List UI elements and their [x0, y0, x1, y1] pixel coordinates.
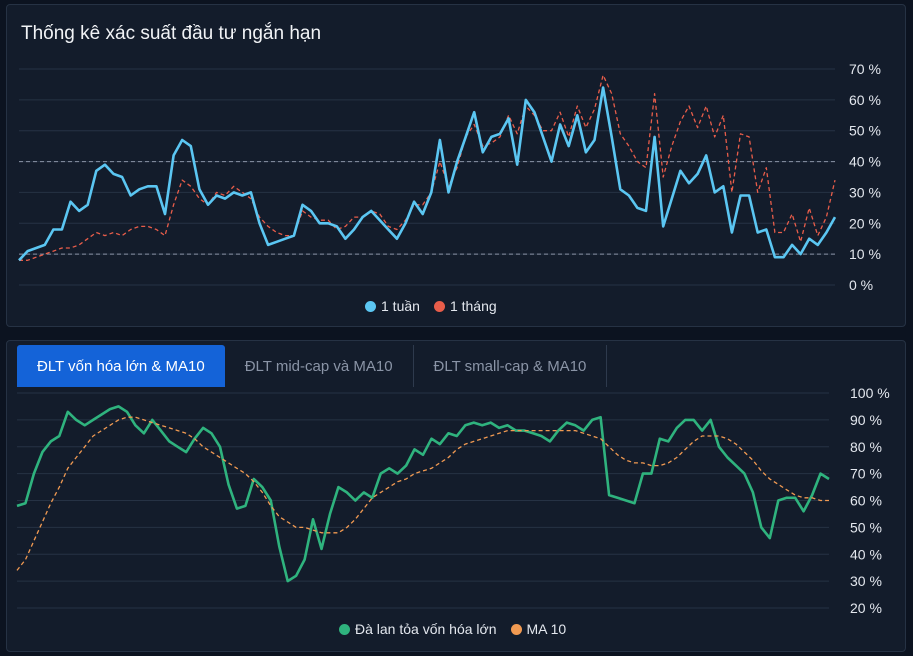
y-tick-label: 60 %	[850, 493, 882, 509]
probability-line-chart: 0 % 10 % 20 % 30 % 40 % 50 % 60 % 70 %	[18, 61, 881, 293]
legend-week-marker	[365, 300, 376, 312]
y-tick-label: 50 %	[849, 123, 881, 139]
y-tick-label: 70 %	[849, 61, 881, 77]
y-tick-label: 40 %	[849, 154, 881, 170]
y-tick-label: 20 %	[849, 215, 881, 231]
y-tick-label: 50 %	[850, 519, 882, 535]
y-tick-label: 100 %	[850, 385, 890, 401]
tab-large-cap[interactable]: ĐLT vốn hóa lớn & MA10	[17, 345, 225, 387]
probability-legend: 1 tuần 1 tháng	[365, 298, 497, 314]
series-line-week	[18, 86, 837, 262]
breadth-line-chart: 20 % 30 % 40 % 50 % 60 % 70 % 80 % 90 % 100 %	[16, 385, 890, 616]
y-tick-label: 40 %	[850, 546, 882, 562]
breadth-chart-panel: ĐLT vốn hóa lớn & MA10 ĐLT mid-cap và MA…	[6, 340, 906, 652]
series-line-breadth	[16, 405, 830, 583]
legend-item-week[interactable]: 1 tuần	[365, 298, 420, 314]
y-tick-label: 10 %	[849, 246, 881, 262]
legend-month-label: 1 tháng	[449, 298, 497, 314]
y-tick-label: 30 %	[849, 184, 881, 200]
legend-breadth-label: Đà lan tỏa vốn hóa lớn	[355, 621, 497, 637]
tab-mid-cap[interactable]: ĐLT mid-cap và MA10	[225, 345, 414, 387]
y-tick-label: 30 %	[850, 573, 882, 589]
breadth-tabs: ĐLT vốn hóa lớn & MA10 ĐLT mid-cap và MA…	[17, 345, 608, 387]
series-line-month	[19, 74, 836, 261]
legend-item-breadth[interactable]: Đà lan tỏa vốn hóa lớn	[339, 621, 497, 637]
legend-ma10-label: MA 10	[526, 621, 567, 637]
y-tick-label: 90 %	[850, 412, 882, 428]
legend-item-ma10[interactable]: MA 10	[510, 621, 567, 637]
y-tick-label: 70 %	[850, 466, 882, 482]
legend-breadth-marker	[339, 623, 350, 635]
legend-ma10-marker	[510, 623, 522, 635]
y-tick-label: 0 %	[849, 277, 873, 293]
y-tick-label: 20 %	[850, 600, 882, 616]
y-tick-label: 80 %	[850, 439, 882, 455]
probability-chart-panel: Thống kê xác suất đầu tư ngắn hạn 0 % 10 …	[6, 4, 906, 327]
tab-small-cap[interactable]: ĐLT small-cap & MA10	[414, 345, 608, 387]
series-line-ma10	[16, 416, 829, 571]
legend-week-label: 1 tuần	[381, 298, 420, 314]
legend-item-month[interactable]: 1 tháng	[433, 298, 497, 314]
breadth-legend: Đà lan tỏa vốn hóa lớn MA 10	[339, 621, 566, 637]
chart-title: Thống kê xác suất đầu tư ngắn hạn	[21, 23, 322, 44]
y-tick-label: 60 %	[849, 92, 881, 108]
legend-month-marker	[433, 300, 445, 312]
